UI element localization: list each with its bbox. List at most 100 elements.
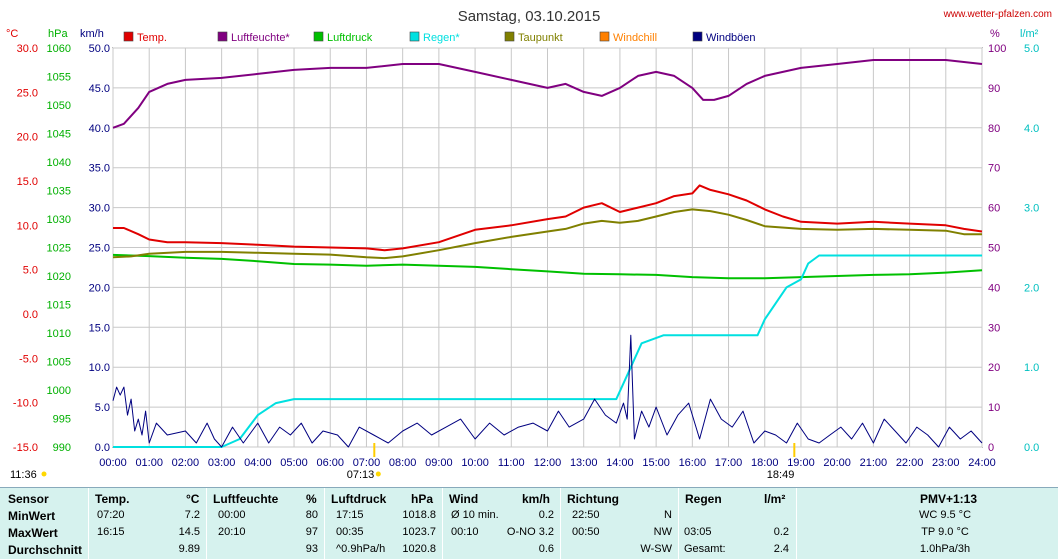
hdr-humidity: Luftfeuchte (213, 492, 279, 506)
pressure-tick: 995 (53, 414, 71, 426)
x-tick: 04:00 (244, 457, 272, 469)
hdr-pmv: PMV+1:13 (920, 492, 978, 506)
legend-label: Temp. (137, 32, 167, 44)
hdr-pressure: Luftdruck (331, 492, 387, 506)
x-tick: 22:00 (896, 457, 924, 469)
stat-rain-time: 03:05 (684, 526, 712, 538)
moon-icon (41, 471, 47, 477)
stat-wind-time: 00:10 (451, 526, 479, 538)
stats-panel: Sensor Temp. °C Luftfeuchte % Luftdruck … (0, 487, 1058, 560)
x-tick: 10:00 (461, 457, 489, 469)
temp-tick: 20.0 (17, 132, 38, 144)
humidity-tick: 30 (988, 322, 1000, 334)
legend-label: Luftdruck (327, 32, 373, 44)
wind-tick: 40.0 (89, 123, 110, 135)
moon-time: 11:36 (10, 469, 37, 481)
humidity-unit-label: % (990, 28, 1000, 40)
humidity-tick: 80 (988, 123, 1000, 135)
stat-press-val: 1023.7 (402, 526, 436, 538)
temp-tick: 10.0 (17, 220, 38, 232)
wind-tick: 25.0 (89, 243, 110, 255)
stat-temp-val: 14.5 (178, 526, 200, 538)
wind-tick: 15.0 (89, 322, 110, 334)
stat-press-val: 1018.8 (402, 509, 436, 521)
humidity-tick: 50 (988, 243, 1000, 255)
x-tick: 16:00 (679, 457, 707, 469)
humidity-tick: 100 (988, 43, 1006, 55)
temp-tick: -15.0 (13, 442, 38, 454)
stat-rain-val: 2.4 (773, 543, 789, 555)
wind-tick: 10.0 (89, 362, 110, 374)
x-tick: 23:00 (932, 457, 960, 469)
x-tick: 06:00 (316, 457, 344, 469)
stat-hum-val: 80 (305, 509, 318, 521)
chart-title: Samstag, 03.10.2015 (458, 8, 601, 25)
rain-unit-label: l/m² (1020, 28, 1039, 40)
rain-tick: 5.0 (1024, 43, 1039, 55)
rain-tick: 2.0 (1024, 282, 1039, 294)
x-tick: 20:00 (823, 457, 851, 469)
pressure-tick: 1005 (47, 357, 71, 369)
temp-tick: 5.0 (23, 265, 38, 277)
wind-tick: 5.0 (95, 402, 110, 414)
legend-label: Taupunkt (518, 32, 563, 44)
series-pressure (112, 253, 983, 280)
legend-label: Windböen (706, 32, 756, 44)
temp-tick: 25.0 (17, 87, 38, 99)
stat-temp-time: 16:15 (97, 526, 125, 538)
pressure-tick: 1060 (47, 43, 71, 55)
x-tick: 00:00 (99, 457, 127, 469)
humidity-tick: 10 (988, 402, 1000, 414)
temp-tick: 0.0 (23, 309, 38, 321)
x-tick: 14:00 (606, 457, 634, 469)
pressure-unit-label: hPa (48, 28, 68, 40)
stat-press-time: ^0.9hPa/h (336, 543, 386, 555)
pressure-tick: 1035 (47, 186, 71, 198)
pressure-tick: 1015 (47, 300, 71, 312)
legend-swatch (217, 31, 228, 42)
weather-chart: Samstag, 03.10.2015 www.wetter-pfalzen.co… (6, 8, 1052, 481)
sunset-time: 18:49 (767, 469, 795, 481)
stat-hum-time: 00:00 (218, 509, 246, 521)
wind-tick: 20.0 (89, 282, 110, 294)
legend-swatch (123, 31, 134, 42)
humidity-tick: 20 (988, 362, 1000, 374)
wind-tick: 30.0 (89, 203, 110, 215)
hdr-rain-unit: l/m² (764, 492, 786, 506)
x-tick: 05:00 (280, 457, 308, 469)
legend-swatch (409, 31, 420, 42)
x-tick: 17:00 (715, 457, 743, 469)
stat-wind-val: 0.6 (538, 543, 554, 555)
wind-unit-label: km/h (80, 28, 104, 40)
x-tick: 13:00 (570, 457, 598, 469)
hdr-temp: Temp. (95, 492, 130, 506)
series-humidity (112, 59, 983, 129)
pressure-tick: 990 (53, 442, 71, 454)
hdr-temp-unit: °C (186, 492, 200, 506)
humidity-tick: 40 (988, 282, 1000, 294)
stat-press-time: 17:15 (336, 509, 364, 521)
stat-dir-val: N (664, 509, 672, 521)
stat-press-time: 00:35 (336, 526, 364, 538)
stat-hum-time: 20:10 (218, 526, 246, 538)
humidity-tick: 0 (988, 442, 994, 454)
temp-tick: -10.0 (13, 398, 38, 410)
x-tick: 09:00 (425, 457, 453, 469)
stat-wind-time: Ø 10 min. (451, 509, 499, 521)
stat-rain-time: Gesamt: (684, 543, 726, 555)
legend-swatch (599, 31, 610, 42)
series-gust (112, 334, 983, 448)
humidity-tick: 60 (988, 203, 1000, 215)
x-tick: 11:00 (498, 457, 525, 469)
humidity-tick: 90 (988, 83, 1000, 95)
series-rain (113, 254, 982, 448)
pressure-tick: 1040 (47, 157, 71, 169)
legend-swatch (504, 31, 515, 42)
wind-tick: 50.0 (89, 43, 110, 55)
stat-hum-val: 93 (305, 543, 318, 555)
stat-temp-val: 9.89 (178, 543, 200, 555)
stat-pmv: TP 9.0 °C (921, 526, 969, 538)
temp-unit-label: °C (6, 28, 18, 40)
x-tick: 03:00 (208, 457, 236, 469)
stat-label: MinWert (8, 509, 56, 523)
